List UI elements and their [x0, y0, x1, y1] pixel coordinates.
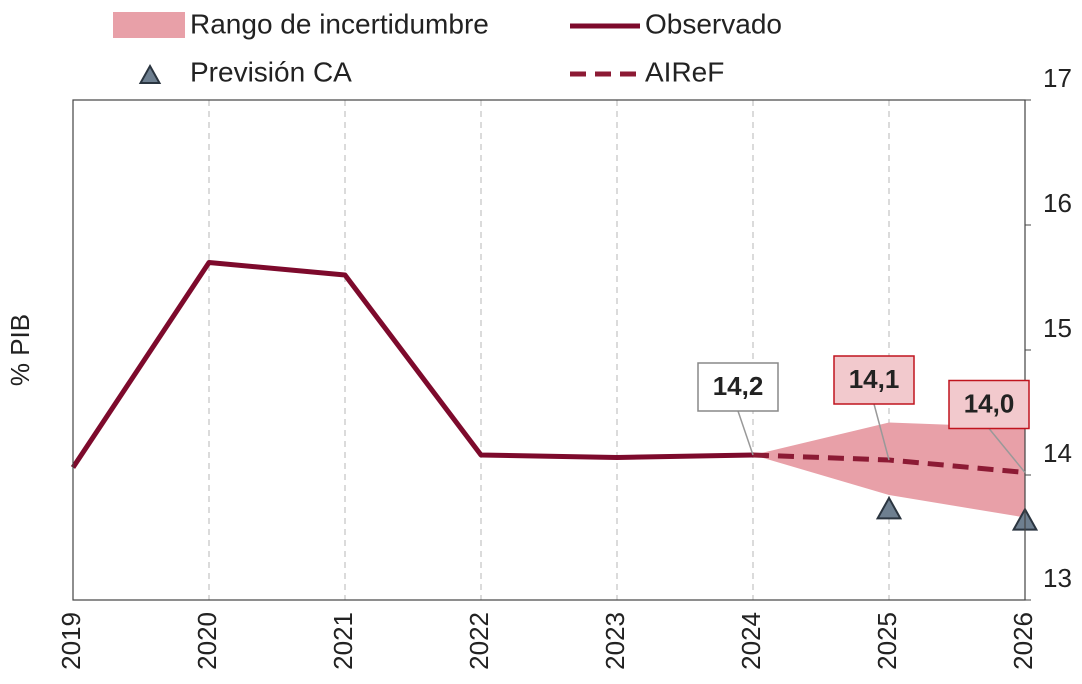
- y-tick-label: 17: [1043, 63, 1072, 93]
- legend-swatch: [113, 12, 185, 38]
- data-label: 14,2: [713, 371, 764, 401]
- data-label-box: [948, 379, 1030, 430]
- x-tick-label: 2023: [600, 612, 630, 670]
- x-tick-label: 2024: [736, 612, 766, 670]
- series-line: [70, 260, 754, 469]
- x-tick-label: 2022: [464, 612, 494, 670]
- forecast-marker: [875, 495, 903, 520]
- uncertainty-band: [753, 422, 1025, 518]
- data-label-box: [697, 362, 779, 412]
- y-tick-label: 16: [1043, 188, 1072, 218]
- data-label: 14,0: [964, 388, 1015, 418]
- x-tick-label: 2019: [56, 612, 86, 670]
- y-tick-label: 13: [1043, 563, 1072, 593]
- x-tick-label: 2021: [328, 612, 358, 670]
- y-axis-label: % PIB: [5, 314, 35, 386]
- data-label-box: [833, 355, 915, 405]
- y-tick-label: 14: [1043, 438, 1072, 468]
- leader-line: [988, 428, 1026, 473]
- data-label: 14,1: [849, 364, 900, 394]
- legend-label: Rango de incertidumbre: [190, 8, 489, 39]
- y-tick-label: 15: [1043, 313, 1072, 343]
- x-tick-label: 2025: [872, 612, 902, 670]
- legend-swatch: [138, 63, 162, 84]
- legend-label: Observado: [645, 8, 782, 39]
- leader-line: [873, 403, 890, 461]
- legend-label: Previsión CA: [190, 56, 352, 87]
- x-tick-label: 2020: [192, 612, 222, 670]
- legend-label: AIReF: [645, 56, 724, 87]
- plot-frame: [72, 99, 1026, 601]
- x-tick-label: 2026: [1008, 612, 1038, 670]
- leader-line: [737, 410, 754, 456]
